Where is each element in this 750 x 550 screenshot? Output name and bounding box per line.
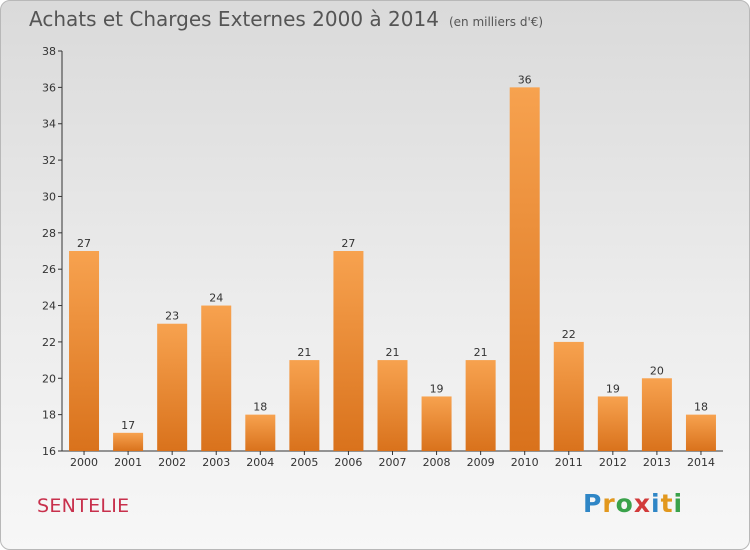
- data-label: 21: [297, 346, 311, 359]
- bar: [553, 341, 584, 451]
- logo-letter: r: [602, 489, 616, 518]
- bar: [377, 360, 408, 451]
- bar: [509, 87, 540, 451]
- bar: [421, 396, 452, 451]
- proxiti-logo[interactable]: Proxiti: [583, 489, 683, 518]
- x-tick-label: 2014: [687, 456, 715, 469]
- logo-letter: o: [615, 489, 634, 518]
- data-label: 19: [606, 382, 620, 395]
- x-tick-label: 2010: [511, 456, 539, 469]
- bar: [113, 432, 144, 451]
- bar: [201, 305, 232, 451]
- y-tick-label: 22: [42, 336, 56, 349]
- data-label: 27: [77, 237, 91, 250]
- x-tick-label: 2006: [334, 456, 362, 469]
- y-tick-label: 18: [42, 409, 56, 422]
- x-tick-label: 2008: [423, 456, 451, 469]
- x-tick-label: 2007: [379, 456, 407, 469]
- bar: [597, 396, 628, 451]
- x-tick-label: 2011: [555, 456, 583, 469]
- bars: 27 17 23 24 18 21 27 21 19 21 36 22 19 20 18: [69, 73, 716, 451]
- x-tick-label: 2013: [643, 456, 671, 469]
- data-label: 18: [694, 401, 708, 414]
- x-tick-label: 2001: [114, 456, 142, 469]
- y-tick-label: 32: [42, 154, 56, 167]
- commune-name: SENTELIE: [37, 495, 130, 517]
- bar: [245, 414, 276, 451]
- logo-letter: P: [583, 489, 603, 518]
- data-label: 17: [121, 419, 135, 432]
- bar: [289, 360, 320, 451]
- axes: 16 18 20 22 24 26 28 30 32 34 36 38 2000 2001 2002 2003…: [42, 45, 723, 469]
- bar: [157, 323, 188, 451]
- data-label: 20: [650, 364, 664, 377]
- bar: [641, 378, 672, 451]
- y-tick-label: 34: [42, 118, 56, 131]
- data-label: 24: [209, 292, 223, 305]
- chart-title-text: Achats et Charges Externes 2000 à 2014: [29, 7, 439, 31]
- x-tick-label: 2009: [467, 456, 495, 469]
- data-label: 19: [430, 382, 444, 395]
- y-tick-label: 20: [42, 372, 56, 385]
- bar: [333, 251, 364, 451]
- data-label: 36: [518, 73, 532, 86]
- data-label: 22: [562, 328, 576, 341]
- data-label: 21: [386, 346, 400, 359]
- bar: [465, 360, 496, 451]
- y-tick-label: 16: [42, 445, 56, 458]
- y-tick-label: 28: [42, 227, 56, 240]
- y-tick-label: 36: [42, 81, 56, 94]
- chart-title: Achats et Charges Externes 2000 à 2014 (e…: [29, 7, 543, 31]
- y-tick-label: 26: [42, 263, 56, 276]
- x-tick-label: 2005: [290, 456, 318, 469]
- data-label: 23: [165, 310, 179, 323]
- chart-subtitle: (en milliers d'€): [448, 15, 544, 29]
- x-tick-label: 2004: [246, 456, 274, 469]
- logo-letter: x: [633, 489, 651, 518]
- x-tick-label: 2000: [70, 456, 98, 469]
- x-tick-label: 2003: [202, 456, 230, 469]
- logo-letter: i: [651, 489, 661, 518]
- x-tick-label: 2002: [158, 456, 186, 469]
- logo-letter: i: [673, 489, 684, 518]
- x-tick-label: 2012: [599, 456, 627, 469]
- logo-letter: t: [660, 489, 674, 518]
- bar: [685, 414, 716, 451]
- bar: [69, 251, 100, 451]
- y-tick-label: 30: [42, 190, 56, 203]
- data-label: 27: [341, 237, 355, 250]
- y-tick-label: 38: [42, 45, 56, 58]
- data-label: 18: [253, 401, 267, 414]
- y-tick-label: 24: [42, 300, 56, 313]
- data-label: 21: [474, 346, 488, 359]
